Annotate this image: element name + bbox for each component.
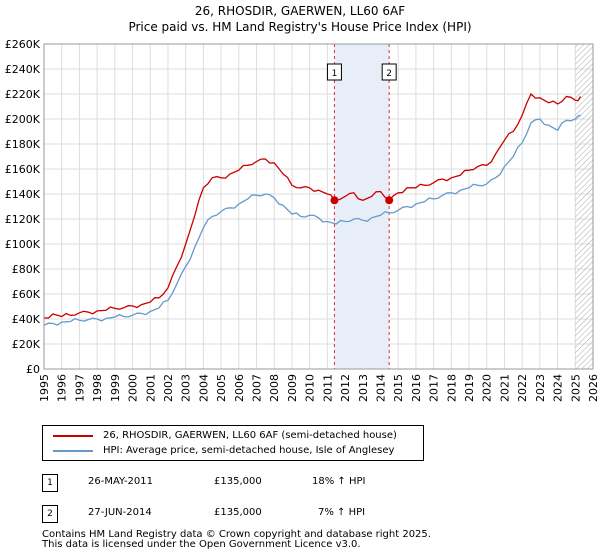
legend-label-property: 26, RHOSDIR, GAERWEN, LL60 6AF (semi-det… (103, 430, 397, 441)
x-tick-label: 2015 (392, 374, 405, 402)
x-tick-label: 2020 (481, 374, 494, 402)
x-tick-label: 2023 (534, 374, 547, 402)
x-tick-label: 2003 (180, 374, 193, 402)
y-tick-label: £240K (5, 63, 41, 76)
sale-date: 27-JUN-2014 (88, 507, 152, 518)
y-tick-label: £100K (5, 238, 41, 251)
footer-licence: This data is licensed under the Open Gov… (42, 539, 361, 550)
x-tick-label: 2008 (268, 374, 281, 402)
sale-date: 26-MAY-2011 (88, 476, 154, 487)
sale-label-number: 2 (386, 69, 392, 79)
x-tick-label: 2004 (197, 374, 210, 402)
y-tick-label: £120K (5, 213, 41, 226)
legend-swatch-property (53, 435, 93, 437)
y-tick-label: £160K (5, 163, 41, 176)
sale-point (385, 196, 394, 205)
legend-swatch-hpi (53, 450, 93, 452)
x-tick-label: 2012 (339, 374, 352, 402)
plot-frame (43, 43, 594, 370)
sale-point (330, 196, 339, 205)
sale-hpi-diff: 7% ↑ HPI (318, 507, 366, 518)
sale-number-badge: 2 (42, 505, 58, 523)
x-tick-label: 2022 (516, 374, 529, 402)
sale-hpi-diff: 18% ↑ HPI (312, 476, 366, 487)
y-tick-label: £220K (5, 88, 41, 101)
x-tick-label: 2018 (445, 374, 458, 402)
sale-number-badge: 1 (42, 474, 58, 492)
y-tick-label: £20K (12, 338, 41, 351)
x-tick-label: 1997 (73, 374, 86, 402)
x-tick-label: 2011 (321, 374, 334, 402)
sale-price: £135,000 (214, 476, 262, 487)
x-tick-label: 2001 (144, 374, 157, 402)
y-tick-label: £200K (5, 113, 41, 126)
x-tick-label: 2024 (552, 374, 565, 402)
sale-price: £135,000 (214, 507, 262, 518)
y-tick-label: £0 (26, 363, 40, 376)
x-tick-label: 1999 (109, 374, 122, 402)
x-tick-label: 2016 (410, 374, 423, 402)
sale-label-box (381, 63, 397, 81)
x-tick-label: 2025 (569, 374, 582, 402)
y-tick-label: £180K (5, 138, 41, 151)
x-tick-label: 2000 (127, 374, 140, 402)
sale-label-number: 1 (332, 69, 338, 79)
y-tick-label: £40K (12, 313, 41, 326)
y-tick-label: £80K (12, 263, 41, 276)
footer-attribution: Contains HM Land Registry data © Crown c… (42, 530, 431, 550)
x-tick-label: 2014 (374, 374, 387, 402)
legend-label-hpi: HPI: Average price, semi-detached house,… (103, 445, 395, 456)
x-tick-label: 2026 (587, 374, 600, 402)
plot-area (44, 44, 593, 369)
x-tick-label: 2017 (428, 374, 441, 402)
chart-title: 26, RHOSDIR, GAERWEN, LL60 6AF (194, 4, 406, 18)
x-tick-label: 2019 (463, 374, 476, 402)
y-tick-label: £260K (5, 38, 41, 51)
y-tick-label: £60K (12, 288, 41, 301)
price-chart: 1 2 £0 £20K £40K £60K £80K £100K £120K £140K £160… (5, 38, 600, 402)
footer-copyright: Contains HM Land Registry data © Crown c… (42, 529, 431, 540)
sale-label-box (326, 63, 342, 81)
x-tick-label: 2009 (286, 374, 299, 402)
forecast-hatch (575, 44, 593, 369)
x-tick-label: 2007 (251, 374, 264, 402)
x-tick-label: 2013 (357, 374, 370, 402)
x-tick-label: 1998 (91, 374, 104, 402)
hpi-line (43, 114, 581, 326)
sale-period-shade (334, 44, 390, 369)
x-tick-label: 1995 (38, 374, 51, 402)
x-tick-label: 2006 (233, 374, 246, 402)
x-tick-label: 1996 (56, 374, 69, 402)
x-tick-label: 2021 (498, 374, 511, 402)
chart-subtitle: Price paid vs. HM Land Registry's House … (128, 20, 472, 34)
chart-legend: 26, RHOSDIR, GAERWEN, LL60 6AF (semi-det… (42, 425, 424, 461)
y-tick-label: £140K (5, 188, 41, 201)
property-price-line (43, 92, 582, 319)
x-tick-label: 2010 (304, 374, 317, 402)
x-tick-label: 2005 (215, 374, 228, 402)
x-tick-label: 2002 (162, 374, 175, 402)
